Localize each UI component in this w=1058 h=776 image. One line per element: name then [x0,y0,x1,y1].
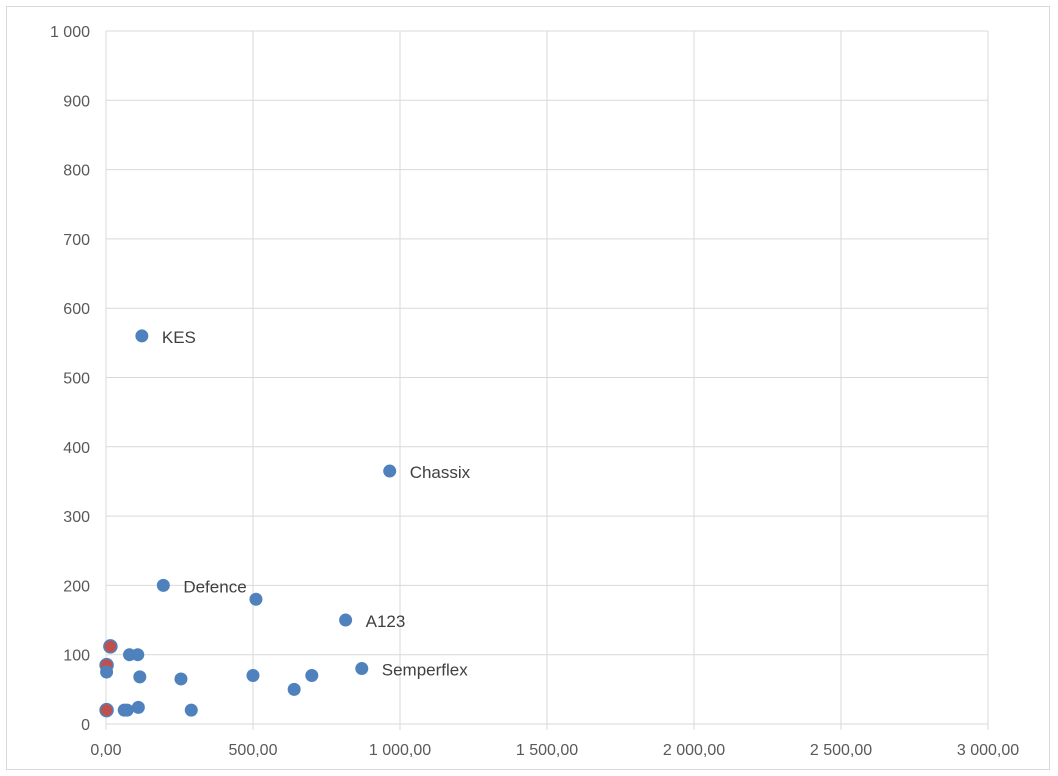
data-point [287,682,301,696]
y-tick-label: 900 [63,93,90,110]
data-labels: KES Chassix Defence A123 Semperflex [162,328,471,680]
y-tick-label: 700 [63,232,90,249]
y-tick-label: 500 [63,371,90,388]
x-tick-label: 0,00 [90,742,121,759]
y-tick-label: 0 [81,717,90,734]
x-tick-label: 1 000,00 [369,742,431,759]
data-label: A123 [366,612,406,631]
y-tick-label: 400 [63,440,90,457]
data-points [99,329,397,718]
data-point [184,703,198,717]
x-tick-label: 2 000,00 [663,742,725,759]
data-point [355,662,369,676]
data-point [156,578,170,592]
data-point [133,670,147,684]
x-tick-label: 2 500,00 [810,742,872,759]
data-point [100,665,114,679]
chart-frame [6,6,1050,770]
data-label: Chassix [410,463,471,482]
data-label: Defence [183,577,246,596]
data-point [131,648,145,662]
tick-labels: 0 100 200 300 400 500 600 700 800 900 1 000 0,00 500… [50,24,1019,759]
data-point [305,668,319,682]
y-tick-label: 200 [63,578,90,595]
y-tick-label: 100 [63,648,90,665]
y-tick-label: 1 000 [50,24,90,41]
grid-lines [105,30,989,725]
y-tick-label: 800 [63,163,90,180]
x-tick-label: 3 000,00 [957,742,1019,759]
data-point [383,464,397,478]
data-label: KES [162,328,196,347]
data-point [249,592,263,606]
data-point [99,702,114,718]
data-point [135,329,149,343]
y-tick-label: 600 [63,301,90,318]
y-tick-label: 300 [63,509,90,526]
data-point [174,672,188,686]
data-point [339,613,353,627]
x-tick-label: 500,00 [229,742,278,759]
data-point [131,700,145,714]
data-point [246,668,260,682]
data-label: Semperflex [382,661,468,680]
data-point [120,703,134,717]
axes [105,723,989,730]
x-tick-label: 1 500,00 [516,742,578,759]
data-point [103,639,118,654]
